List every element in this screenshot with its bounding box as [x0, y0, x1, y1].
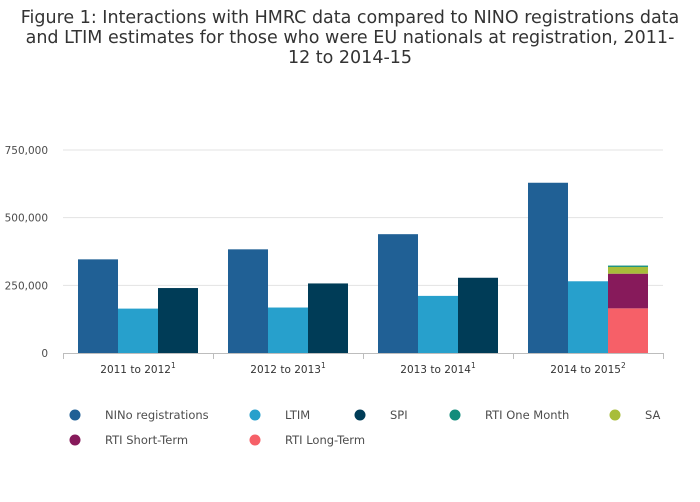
x-axis: 2011 to 20121 2012 to 20131 2013 to 20141 2…	[63, 353, 664, 376]
bar-nino-registrations	[78, 259, 118, 353]
legend-swatch	[354, 409, 366, 421]
legend-label: NINo registrations	[105, 408, 209, 422]
legend-item-nino-registrations: NINo registrations	[69, 408, 209, 422]
legend-swatch	[69, 409, 81, 421]
legend-item-spi: SPI	[354, 408, 408, 422]
chart-title: Figure 1: Interactions with HMRC data co…	[20, 8, 680, 68]
x-tick-label: 2011 to 20121	[100, 361, 176, 376]
legend-item-rti-short-term: RTI Short-Term	[69, 433, 188, 447]
bar-sa	[608, 266, 648, 274]
bar-nino-registrations	[228, 249, 268, 353]
bar-rti-long-term	[608, 308, 648, 353]
bars	[78, 182, 648, 353]
bar-ltim	[418, 295, 458, 353]
legend-label: RTI Short-Term	[105, 433, 188, 447]
y-axis-ticks: 0 250,000 500,000 750,000	[5, 145, 48, 360]
bar-spi	[158, 288, 198, 353]
legend-item-sa: SA	[609, 408, 661, 422]
legend-item-rti-long-term: RTI Long-Term	[249, 433, 365, 447]
legend-label: RTI Long-Term	[285, 433, 365, 447]
x-tick-label: 2013 to 20141	[400, 361, 476, 376]
legend-swatch	[69, 434, 81, 446]
bar-spi	[458, 277, 498, 353]
bar-ltim	[568, 281, 608, 353]
legend-label: SPI	[390, 408, 408, 422]
y-tick-label: 0	[41, 348, 48, 360]
bar-nino-registrations	[378, 234, 418, 353]
bar-ltim	[118, 308, 158, 353]
x-tick-label: 2012 to 20131	[250, 361, 326, 376]
y-tick-label: 750,000	[5, 145, 48, 157]
x-tick-label: 2014 to 20152	[550, 361, 626, 376]
legend-item-rti-one-month: RTI One Month	[449, 408, 569, 422]
legend-label: LTIM	[285, 408, 310, 422]
bar-rti-short-term	[608, 273, 648, 309]
y-tick-label: 250,000	[5, 280, 48, 292]
legend-label: RTI One Month	[485, 408, 569, 422]
legend: NINo registrations LTIM SPI RTI One Month SA…	[69, 408, 661, 447]
legend-swatch	[249, 409, 261, 421]
legend-label: SA	[645, 408, 661, 422]
legend-swatch	[249, 434, 261, 446]
y-tick-label: 500,000	[5, 213, 48, 225]
legend-swatch	[609, 409, 621, 421]
gridlines	[63, 149, 663, 286]
legend-swatch	[449, 409, 461, 421]
bar-spi	[308, 283, 348, 353]
bar-rti-one-month	[608, 265, 648, 267]
bar-ltim	[268, 307, 308, 353]
bar-nino-registrations	[528, 182, 568, 353]
legend-item-ltim: LTIM	[249, 408, 310, 422]
